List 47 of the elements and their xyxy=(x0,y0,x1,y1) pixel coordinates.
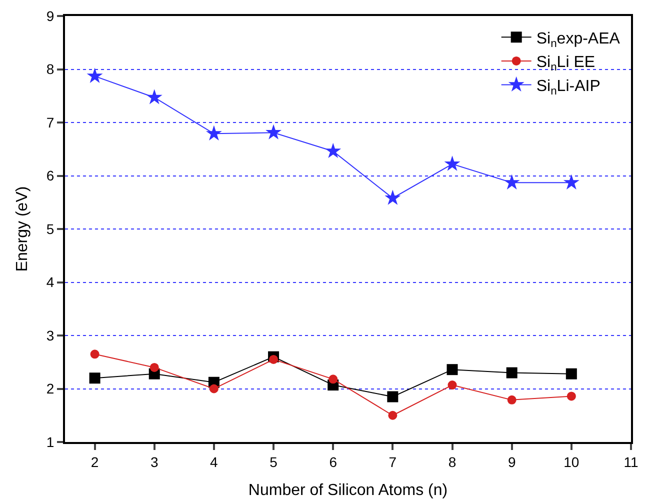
x-tick-label: 2 xyxy=(90,454,99,470)
y-tick-label: 4 xyxy=(46,274,54,290)
x-tick-label: 10 xyxy=(564,454,580,470)
x-tick-label: 3 xyxy=(150,454,158,470)
y-tick-label: 2 xyxy=(46,380,54,397)
legend-label: Si$_{n}$Li-AIP xyxy=(536,78,600,98)
point xyxy=(86,68,103,83)
y-tick-label: 6 xyxy=(46,168,54,184)
point xyxy=(150,362,159,372)
point xyxy=(566,368,577,380)
x-tick-label: 9 xyxy=(508,454,516,470)
point xyxy=(387,391,398,402)
y-tick-label: 8 xyxy=(46,61,54,78)
point xyxy=(504,174,520,190)
x-tick-label: 8 xyxy=(448,454,456,470)
point xyxy=(566,392,576,401)
point xyxy=(384,190,401,205)
point xyxy=(448,380,457,390)
point xyxy=(388,410,398,420)
point xyxy=(446,364,458,376)
point xyxy=(89,372,100,384)
point xyxy=(209,384,218,394)
y-tick-label: 9 xyxy=(46,8,54,24)
point xyxy=(325,142,342,158)
x-tick-label: 5 xyxy=(270,454,278,470)
x-tick-label: 7 xyxy=(388,454,397,470)
y-tick-label: 1 xyxy=(46,434,54,450)
legend-label: Si$_{n}$Li EE xyxy=(536,54,596,74)
x-axis-title: Number of Silicon Atoms (n) xyxy=(248,482,448,499)
y-axis-title: Energy (eV) xyxy=(14,186,31,272)
x-tick-label: 6 xyxy=(329,454,338,470)
y-tick-label: 3 xyxy=(46,327,54,344)
x-tick-label: 11 xyxy=(624,454,638,470)
legend-label: Si$_{n}$exp-AEA xyxy=(536,30,620,50)
point xyxy=(563,174,580,190)
point xyxy=(328,374,338,384)
point xyxy=(506,367,518,378)
point xyxy=(206,125,222,140)
y-tick-label: 7 xyxy=(46,114,54,130)
x-tick-label: 4 xyxy=(210,454,218,470)
point xyxy=(90,350,100,359)
point xyxy=(146,89,162,104)
point xyxy=(444,156,460,171)
y-tick-label: 5 xyxy=(46,220,54,237)
point xyxy=(269,354,278,364)
point xyxy=(266,124,282,140)
point xyxy=(507,395,516,404)
